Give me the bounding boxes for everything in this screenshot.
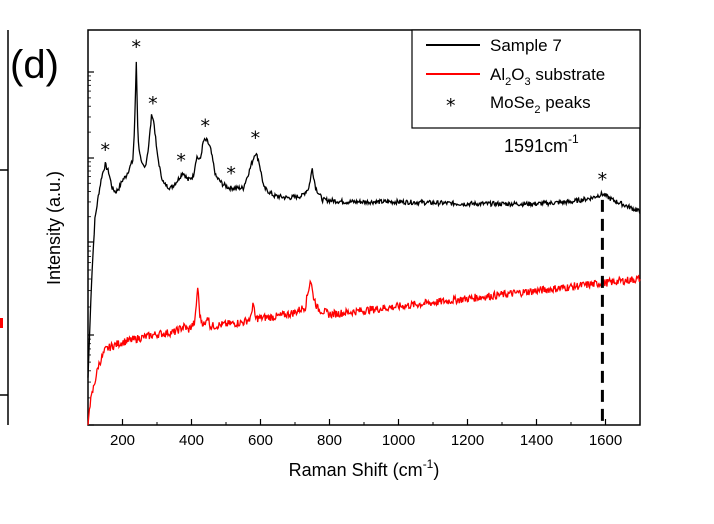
x-tick-label: 1200 [451, 432, 484, 449]
peak-marker-star: * [251, 127, 261, 149]
peak-marker-star: * [132, 37, 142, 59]
legend-marker-star: * [446, 95, 456, 117]
legend-label-substrate: Al2O3 substrate [490, 65, 605, 88]
peak-marker-star: * [598, 169, 608, 191]
y-axis-title: Intensity (a.u.) [44, 171, 64, 285]
peak-marker-star: * [226, 163, 236, 185]
series-layer [87, 61, 641, 426]
series-line-sample7 [87, 61, 641, 378]
x-tick-label: 200 [110, 432, 135, 449]
peak-marker-star: * [101, 139, 111, 161]
peak-markers: * * * * * * * * [101, 37, 608, 191]
peak-marker-star: * [201, 116, 211, 138]
legend-box [411, 29, 641, 129]
x-tick-label: 1000 [382, 432, 415, 449]
x-axis-title: Raman Shift (cm-1) [289, 457, 440, 480]
x-tick-label: 1400 [520, 432, 553, 449]
panel-label: (d) [10, 43, 59, 87]
legend: Sample 7 Al2O3 substrate * MoSe2 peaks [411, 29, 641, 129]
x-tick-label: 600 [248, 432, 273, 449]
x-axis: 200 400 600 800 1000 1200 1400 1600 [87, 419, 641, 449]
series-line-substrate [87, 274, 641, 426]
legend-label-sample7: Sample 7 [490, 36, 562, 55]
neighbor-panel-fragment [0, 30, 9, 425]
x-tick-label: 400 [179, 432, 204, 449]
peak-marker-star: * [176, 150, 186, 172]
x-tick-label: 1600 [589, 432, 622, 449]
peak-marker-star: * [148, 93, 158, 115]
annotation-label: 1591cm-1 [504, 132, 579, 156]
legend-label-mose2: MoSe2 peaks [490, 93, 591, 116]
x-tick-label: 800 [317, 432, 342, 449]
